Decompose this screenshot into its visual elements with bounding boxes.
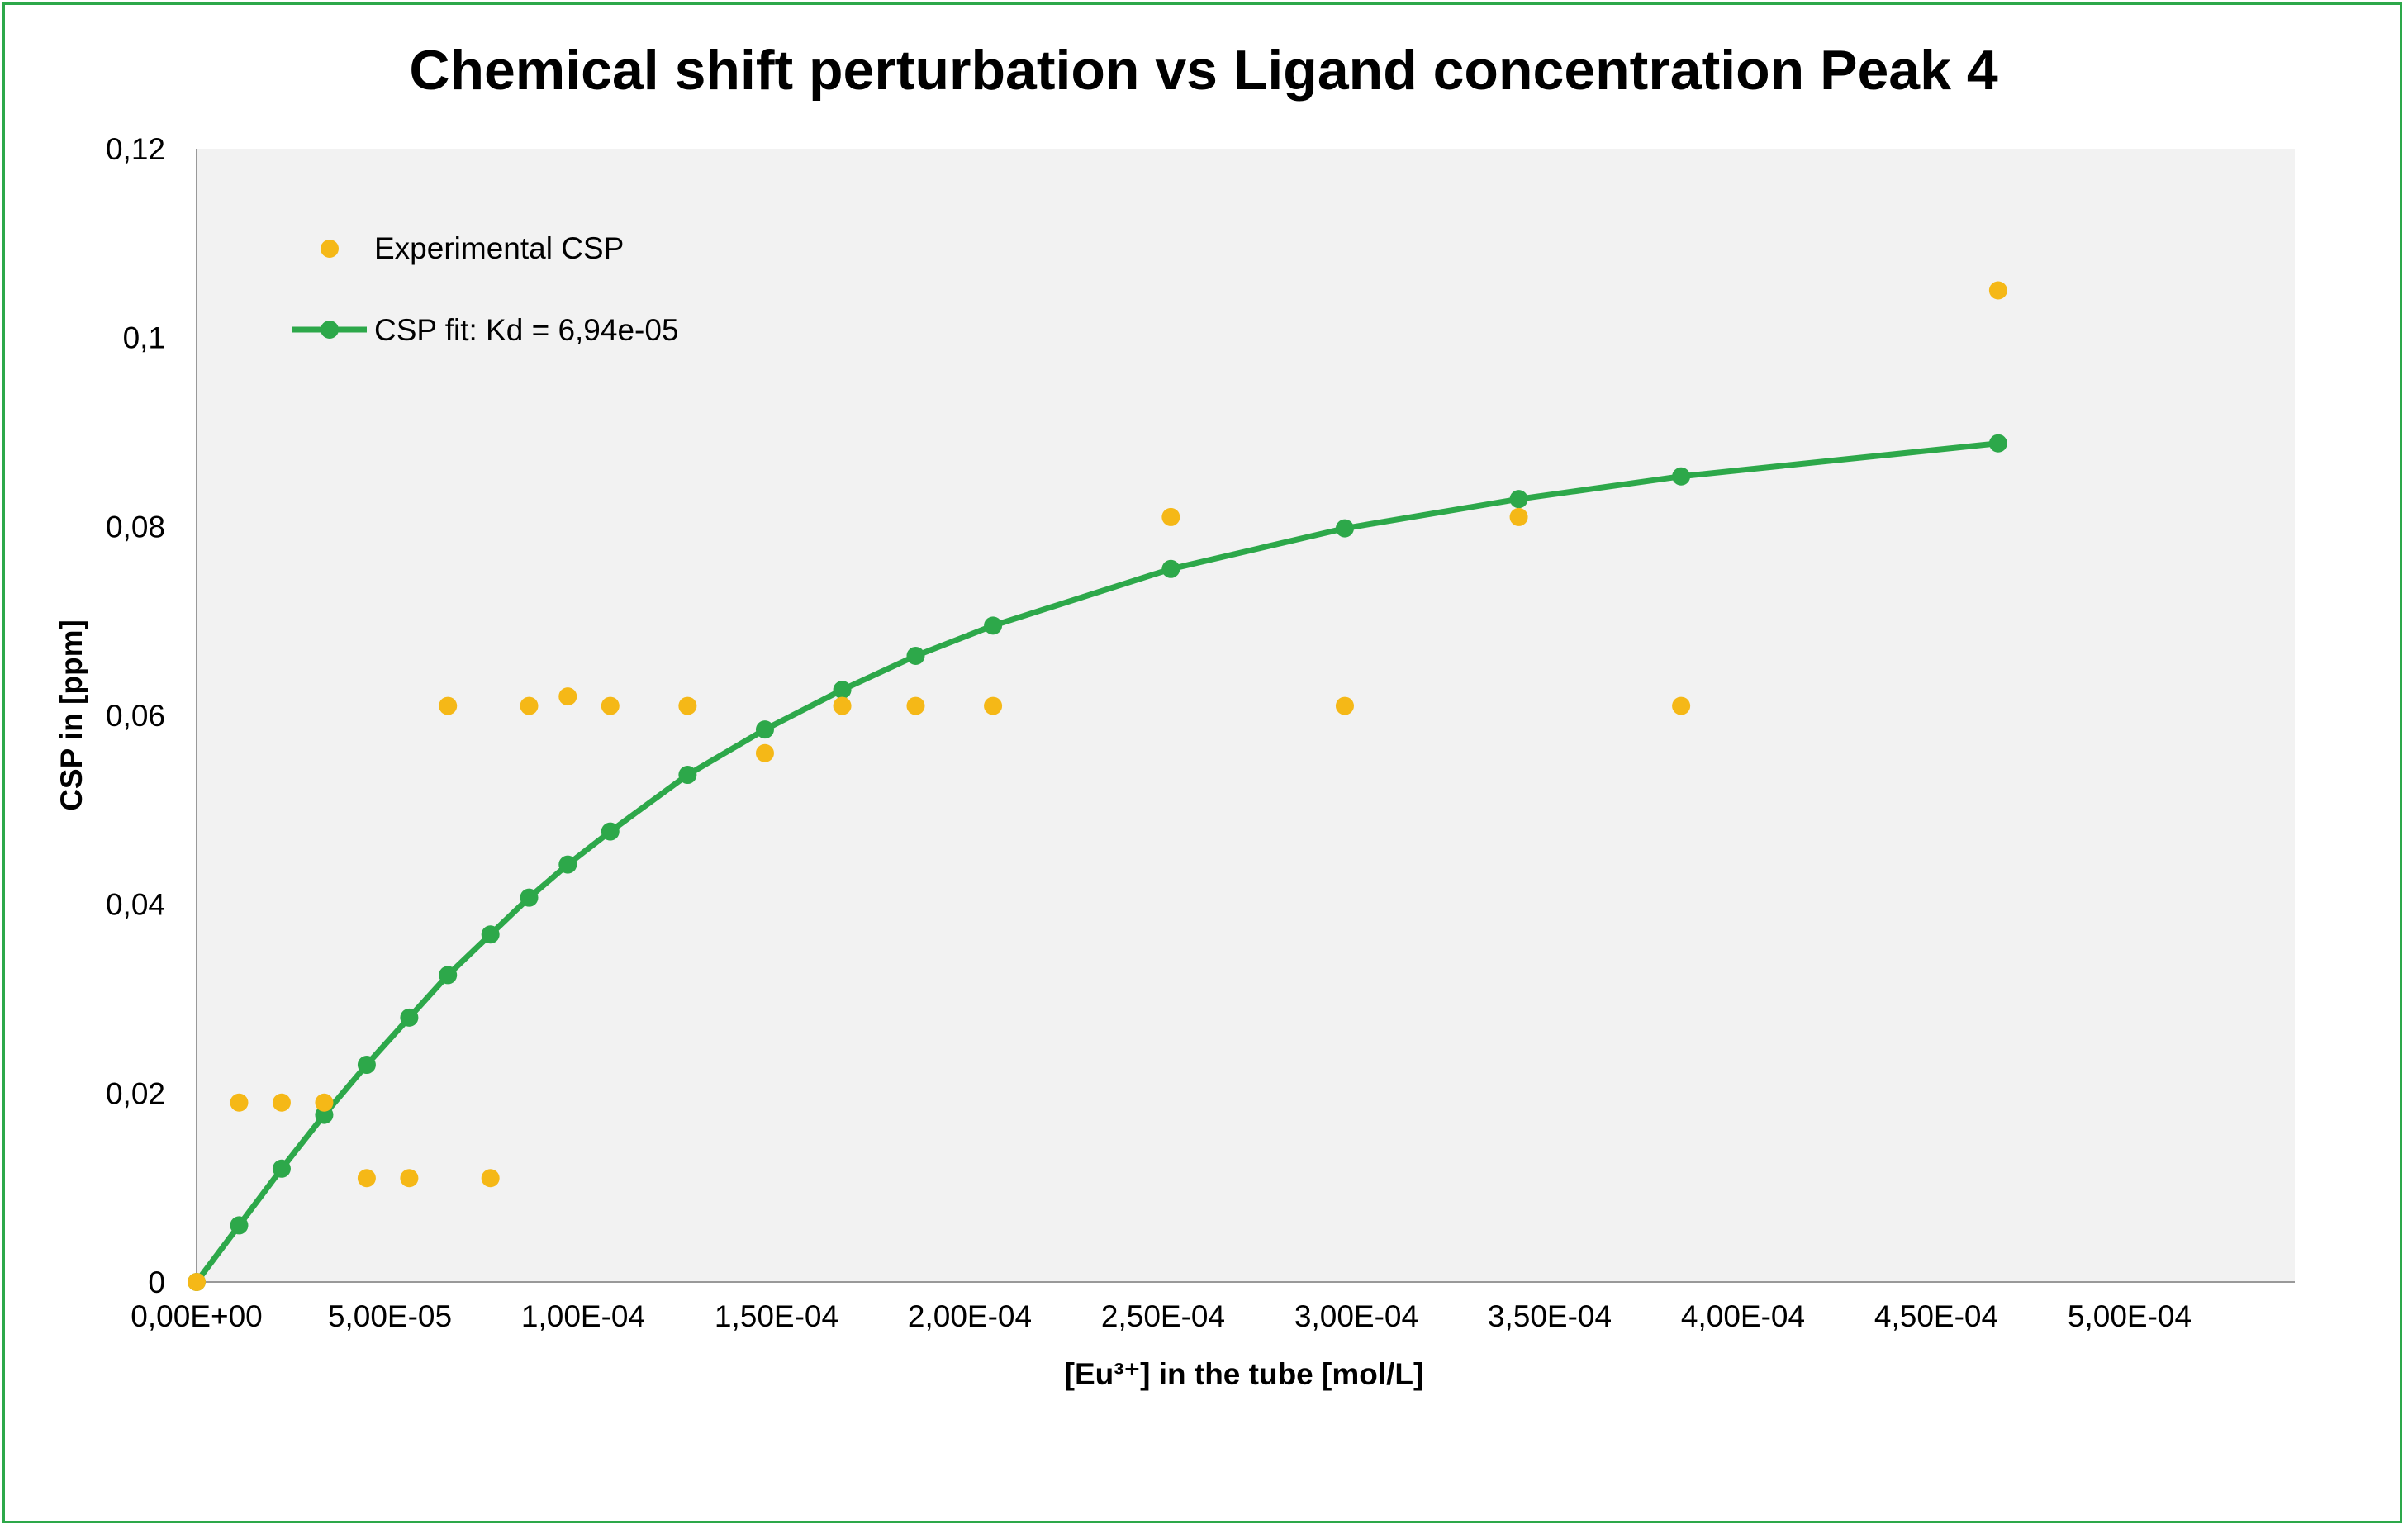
- y-tick-label: 0: [148, 1265, 165, 1299]
- experimental-point: [439, 696, 458, 715]
- legend-marker-experimental: [321, 240, 339, 258]
- experimental-point: [906, 696, 925, 715]
- experimental-point: [678, 696, 697, 715]
- x-tick-label: 0,00E+00: [131, 1299, 262, 1333]
- experimental-point: [833, 696, 852, 715]
- experimental-point: [400, 1169, 419, 1188]
- experimental-point: [520, 696, 539, 715]
- y-tick-label: 0,1: [123, 321, 165, 355]
- y-axis-title: CSP in [ppm]: [55, 620, 88, 811]
- plot-area: [197, 149, 2295, 1282]
- fit-point: [755, 720, 774, 739]
- x-tick-label: 3,50E-04: [1488, 1299, 1612, 1333]
- x-axis-title: [Eu³⁺] in the tube [mol/L]: [1065, 1357, 1424, 1391]
- y-tick-label: 0,06: [106, 699, 165, 733]
- experimental-series: [188, 281, 2007, 1291]
- fit-point: [230, 1216, 249, 1235]
- fit-point: [520, 888, 539, 907]
- x-tick-label: 5,00E-05: [328, 1299, 452, 1333]
- experimental-point: [984, 696, 1003, 715]
- fit-point: [984, 616, 1003, 635]
- fit-point: [906, 646, 925, 665]
- fit-point: [1161, 559, 1180, 578]
- fit-point: [1335, 519, 1354, 538]
- experimental-point: [755, 743, 774, 762]
- fit-point: [1672, 467, 1691, 486]
- x-tick-label: 1,00E-04: [521, 1299, 645, 1333]
- experimental-point: [272, 1093, 291, 1112]
- fit-point: [1509, 490, 1528, 509]
- y-tick-labels: 0 0,02 0,04 0,06 0,08 0,1 0,12: [106, 132, 165, 1299]
- experimental-point: [1988, 281, 2007, 300]
- fit-point: [272, 1159, 291, 1178]
- x-tick-label: 4,50E-04: [1874, 1299, 1998, 1333]
- experimental-point: [315, 1093, 334, 1112]
- fit-point: [481, 925, 500, 944]
- experimental-point: [1672, 696, 1691, 715]
- experimental-point: [230, 1093, 249, 1112]
- fit-point: [601, 822, 620, 841]
- y-tick-label: 0,12: [106, 132, 165, 166]
- legend: Experimental CSP CSP fit: Kd = 6,94e-05: [292, 231, 679, 347]
- y-tick-label: 0,08: [106, 510, 165, 544]
- fit-point: [678, 766, 697, 785]
- x-tick-labels: 0,00E+00 5,00E-05 1,00E-04 1,50E-04 2,00E-04…: [131, 1299, 2192, 1333]
- fit-point: [833, 681, 852, 700]
- legend-label-experimental: Experimental CSP: [374, 231, 624, 265]
- experimental-point: [1335, 696, 1354, 715]
- experimental-point: [1161, 507, 1180, 526]
- x-tick-label: 2,00E-04: [908, 1299, 1032, 1333]
- experimental-point: [481, 1169, 500, 1188]
- x-tick-label: 2,50E-04: [1101, 1299, 1225, 1333]
- experimental-point: [601, 696, 620, 715]
- x-tick-label: 1,50E-04: [715, 1299, 838, 1333]
- y-tick-label: 0,02: [106, 1076, 165, 1110]
- legend-marker-fit: [321, 321, 339, 339]
- experimental-point: [357, 1169, 376, 1188]
- fit-point: [357, 1056, 376, 1075]
- experimental-point: [558, 687, 577, 706]
- legend-label-fit: CSP fit: Kd = 6,94e-05: [374, 313, 679, 347]
- fit-point: [439, 966, 458, 985]
- x-tick-label: 4,00E-04: [1681, 1299, 1805, 1333]
- fit-point: [1988, 434, 2007, 453]
- fit-point: [558, 855, 577, 874]
- experimental-point: [188, 1273, 206, 1291]
- x-tick-label: 5,00E-04: [2068, 1299, 2192, 1333]
- experimental-point: [1509, 507, 1528, 526]
- chart-title: Chemical shift perturbation vs Ligand co…: [409, 39, 1997, 102]
- y-tick-label: 0,04: [106, 888, 165, 922]
- fit-point: [400, 1008, 419, 1027]
- x-tick-label: 3,00E-04: [1294, 1299, 1418, 1333]
